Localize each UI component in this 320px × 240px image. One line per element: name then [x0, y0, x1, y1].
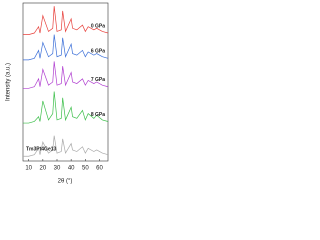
y-axis-title: Intensity (a.u.) — [6, 63, 12, 101]
series-line — [23, 6, 109, 35]
x-tick-label: 10 — [25, 166, 32, 172]
x-tick-label: 60 — [96, 166, 103, 172]
plot-frame — [22, 2, 109, 162]
series-label: 8 GPa — [91, 112, 105, 118]
series-label: 6 GPa — [91, 49, 105, 55]
series-line — [23, 135, 109, 157]
x-tick-label: 20 — [39, 166, 46, 172]
x-tick-label: 40 — [68, 166, 75, 172]
x-tick-label: 30 — [54, 166, 61, 172]
x-axis-title: 2θ (°) — [58, 179, 73, 185]
series-label: 7 GPa — [91, 77, 105, 83]
series-line — [23, 91, 109, 124]
series-line — [23, 61, 109, 89]
chart: 2θ (°) Intensity (a.u.) 10 20 30 40 50 60 0 GP… — [6, 2, 109, 185]
series-label: 0 GPa — [91, 23, 105, 29]
series-line — [23, 34, 109, 61]
series-label: Tm3Pt4Ge13 — [26, 147, 57, 153]
x-tick-label: 50 — [82, 166, 89, 172]
